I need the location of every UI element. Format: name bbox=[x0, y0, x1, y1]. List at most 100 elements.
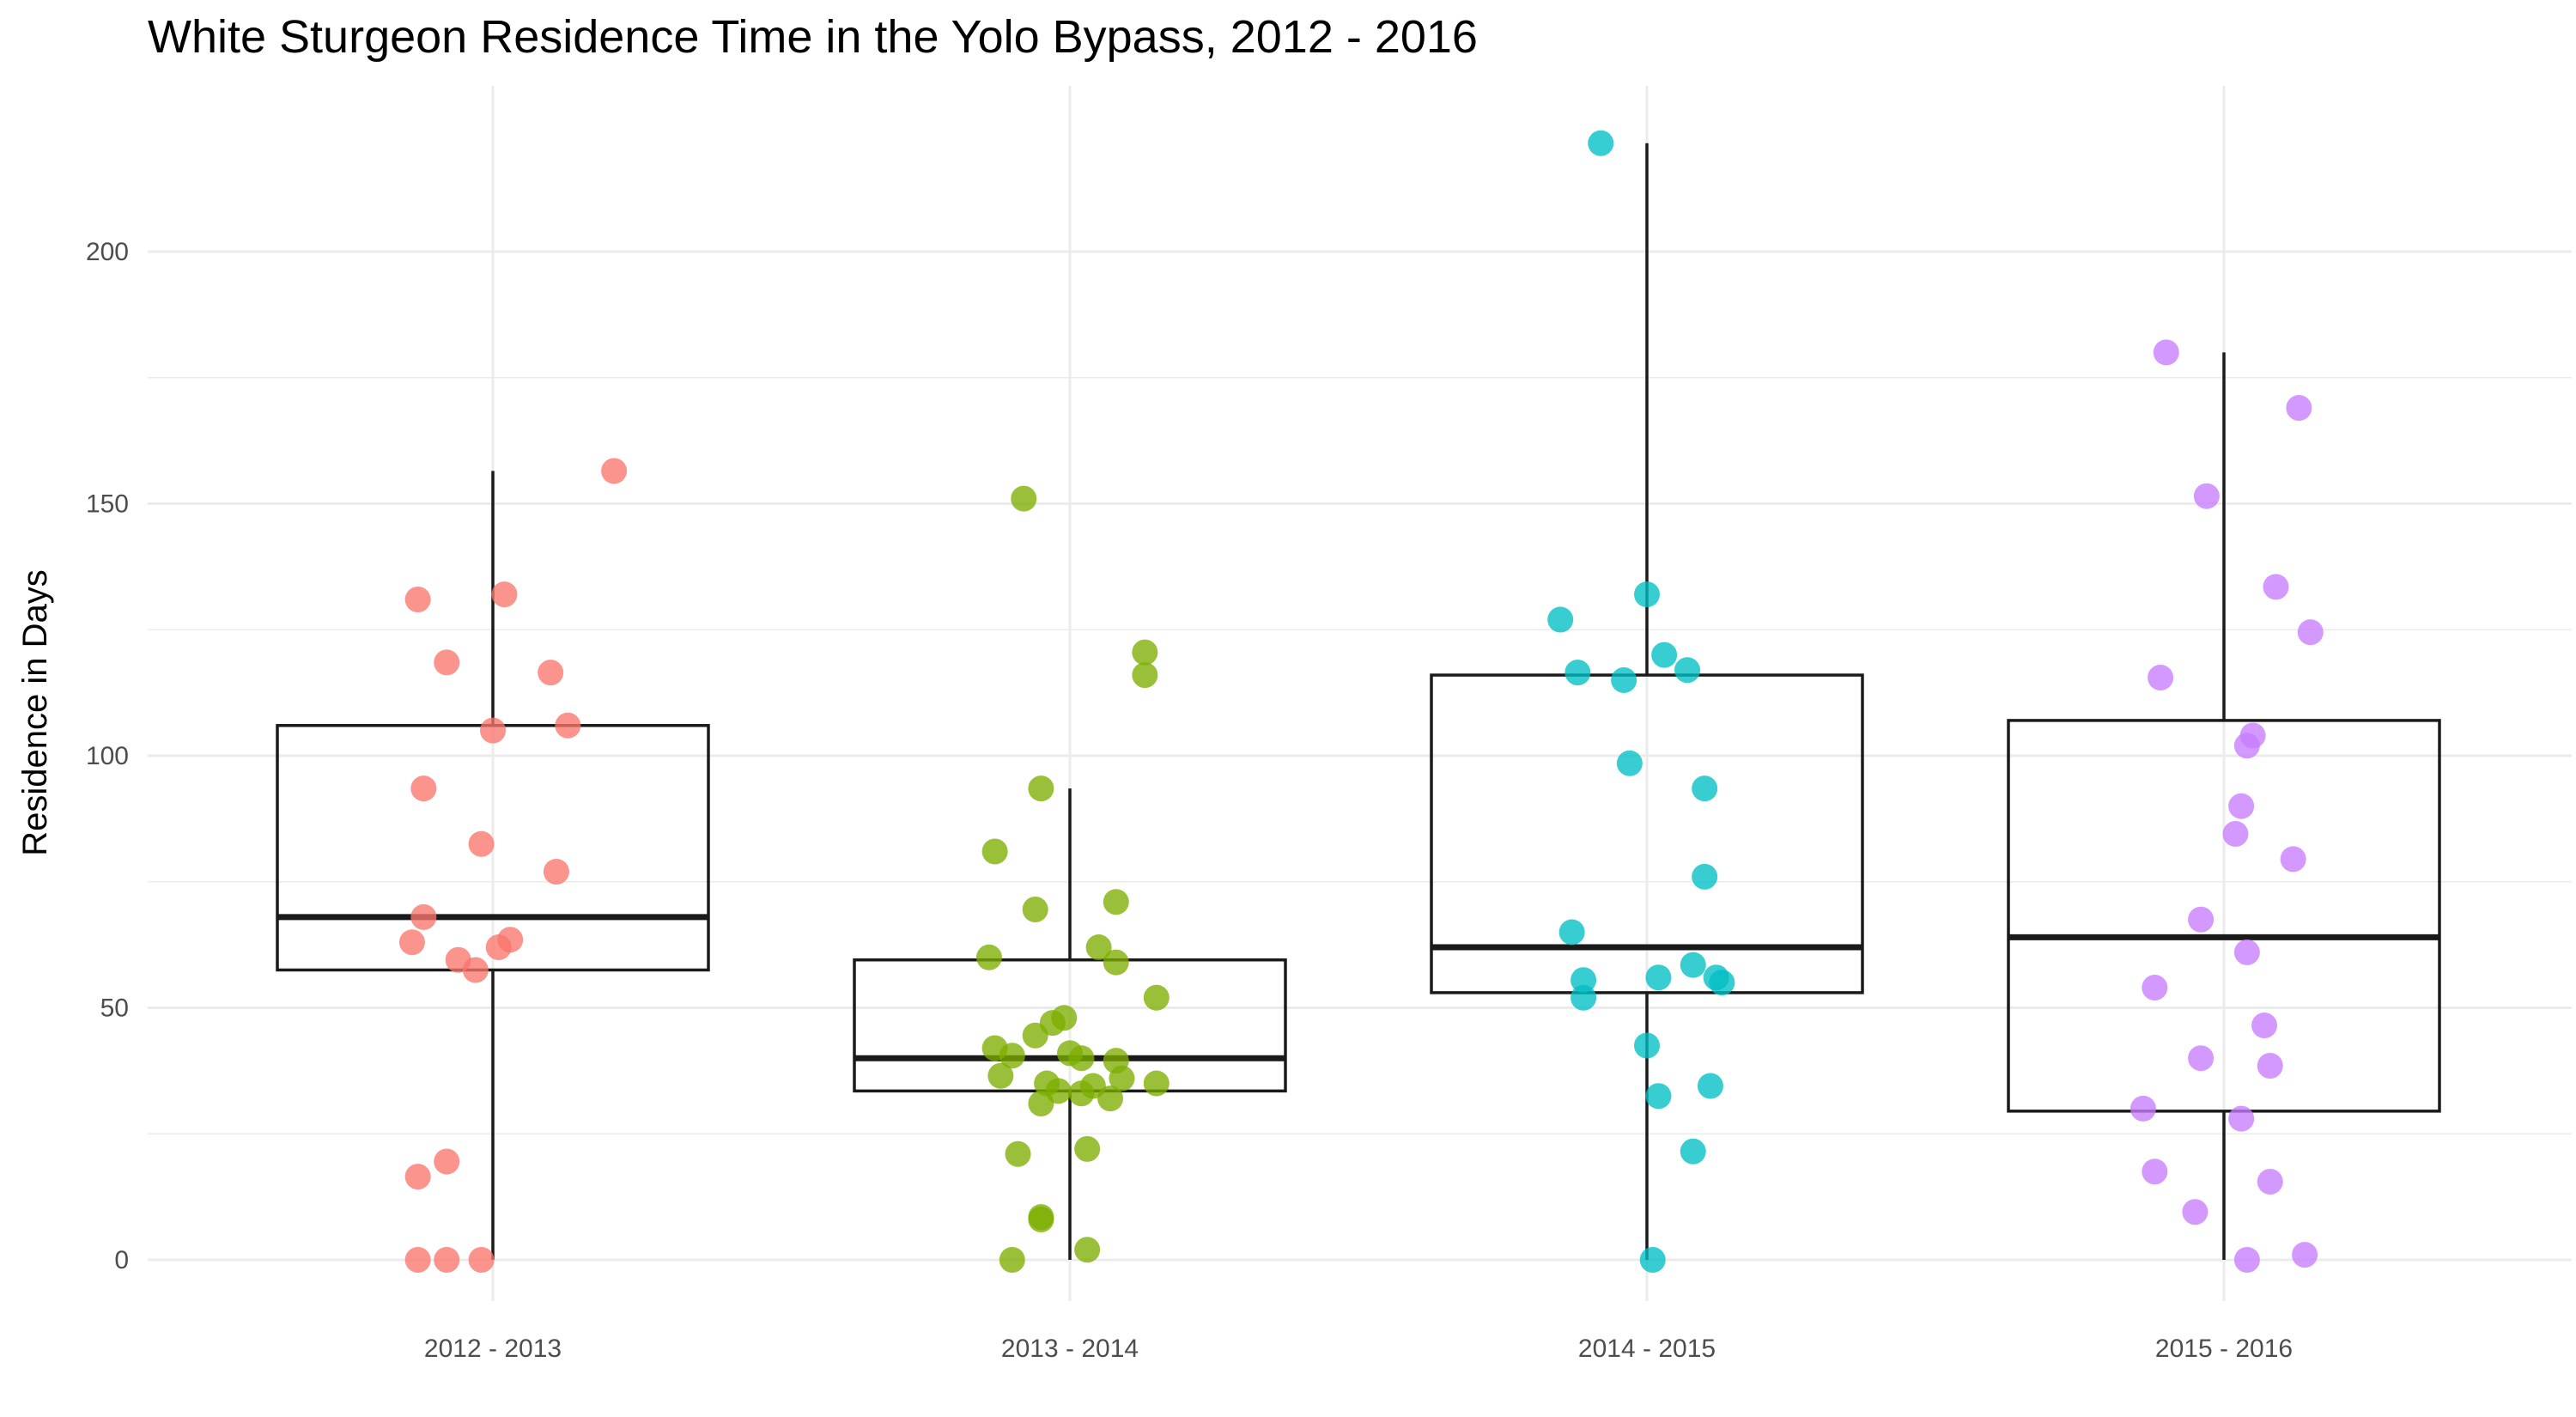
data-point bbox=[1680, 952, 1706, 978]
data-point bbox=[1697, 1073, 1723, 1099]
data-point bbox=[999, 1247, 1025, 1273]
data-point bbox=[1074, 1135, 1101, 1162]
data-point bbox=[1680, 1138, 1706, 1165]
data-point bbox=[1068, 1045, 1095, 1072]
data-point bbox=[2193, 483, 2220, 509]
box-4 bbox=[2007, 352, 2441, 1260]
data-point bbox=[1692, 775, 1718, 802]
data-points bbox=[398, 130, 2324, 1273]
data-point bbox=[2297, 619, 2324, 646]
data-point bbox=[601, 458, 628, 484]
box-iqr bbox=[1430, 673, 1864, 994]
data-point bbox=[2263, 574, 2289, 600]
data-point bbox=[1674, 657, 1701, 684]
data-point bbox=[1634, 581, 1660, 608]
x-tick-label: 2015 - 2016 bbox=[2155, 1335, 2293, 1363]
data-point bbox=[2188, 1045, 2215, 1072]
data-point bbox=[468, 830, 495, 857]
data-point bbox=[2233, 1247, 2260, 1273]
data-point bbox=[2129, 1095, 2156, 1122]
data-point bbox=[2233, 733, 2260, 759]
data-point bbox=[434, 1148, 460, 1175]
data-point bbox=[434, 1247, 460, 1273]
data-point bbox=[1645, 964, 1672, 991]
data-point bbox=[1571, 984, 1597, 1011]
y-tick-label: 150 bbox=[86, 490, 129, 519]
data-point bbox=[1022, 897, 1048, 923]
data-point bbox=[1028, 1207, 1054, 1233]
data-point bbox=[1028, 775, 1054, 802]
data-point bbox=[2142, 1159, 2168, 1185]
data-point bbox=[2228, 1105, 2255, 1132]
data-point bbox=[1143, 1070, 1170, 1097]
data-point bbox=[468, 1247, 495, 1273]
data-point bbox=[1588, 130, 1614, 156]
data-point bbox=[999, 1043, 1025, 1069]
data-point bbox=[398, 929, 425, 956]
data-point bbox=[2222, 820, 2249, 847]
data-point bbox=[1074, 1237, 1101, 1263]
data-point bbox=[1132, 662, 1158, 689]
y-tick-label: 0 bbox=[114, 1246, 129, 1274]
data-point bbox=[1558, 919, 1585, 946]
data-point bbox=[1109, 1065, 1135, 1092]
grid-lines bbox=[148, 86, 2572, 1301]
data-point bbox=[2182, 1199, 2208, 1225]
data-point bbox=[1132, 639, 1158, 666]
x-tick-label: 2012 - 2013 bbox=[424, 1335, 562, 1363]
data-point bbox=[404, 587, 431, 613]
box-plots bbox=[276, 143, 2441, 1260]
x-axis-ticks: 2012 - 2013 2013 - 2014 2014 - 2015 2015 - … bbox=[424, 1335, 2293, 1363]
data-point bbox=[404, 1164, 431, 1190]
data-point bbox=[2188, 906, 2215, 933]
y-tick-label: 50 bbox=[100, 994, 129, 1023]
data-point bbox=[1005, 1140, 1031, 1167]
data-point bbox=[1611, 666, 1637, 693]
data-point bbox=[1634, 1032, 1660, 1059]
data-point bbox=[2257, 1169, 2283, 1195]
data-point bbox=[434, 649, 460, 676]
data-point bbox=[497, 927, 524, 953]
data-point bbox=[987, 1062, 1014, 1089]
data-point bbox=[1028, 1091, 1054, 1117]
data-point bbox=[404, 1247, 431, 1273]
box-iqr bbox=[2007, 719, 2441, 1113]
data-point bbox=[2257, 1053, 2283, 1079]
y-tick-label: 200 bbox=[86, 238, 129, 266]
data-point bbox=[480, 717, 506, 744]
data-point bbox=[1097, 1086, 1124, 1112]
data-point bbox=[2148, 665, 2174, 691]
y-axis-ticks: 0 50 100 150 200 bbox=[86, 238, 129, 1274]
data-point bbox=[1011, 485, 1037, 512]
data-point bbox=[1143, 984, 1170, 1011]
chart-title: White Sturgeon Residence Time in the Yol… bbox=[148, 11, 1478, 63]
data-point bbox=[1547, 606, 1574, 633]
data-point bbox=[538, 660, 564, 686]
data-point bbox=[1645, 1083, 1672, 1110]
data-point bbox=[1564, 660, 1591, 686]
data-point bbox=[1616, 750, 1643, 776]
data-point bbox=[1709, 970, 1735, 996]
data-point bbox=[975, 944, 1002, 970]
data-point bbox=[1571, 967, 1597, 994]
data-point bbox=[491, 581, 518, 608]
data-point bbox=[981, 838, 1008, 865]
data-point bbox=[555, 712, 581, 739]
data-point bbox=[2251, 1013, 2278, 1039]
data-point bbox=[1651, 642, 1678, 668]
data-point bbox=[2280, 846, 2306, 873]
data-point bbox=[1051, 1005, 1078, 1031]
data-point bbox=[1085, 934, 1112, 961]
x-tick-label: 2014 - 2015 bbox=[1578, 1335, 1716, 1363]
data-point bbox=[2228, 793, 2255, 819]
data-point bbox=[2286, 394, 2312, 421]
data-point bbox=[410, 903, 437, 930]
data-point bbox=[2142, 975, 2168, 1001]
data-point bbox=[462, 957, 489, 983]
y-tick-label: 100 bbox=[86, 742, 129, 770]
data-point bbox=[1692, 863, 1718, 890]
data-point bbox=[1103, 889, 1129, 915]
data-point bbox=[1022, 1022, 1048, 1049]
data-point bbox=[2153, 339, 2179, 366]
